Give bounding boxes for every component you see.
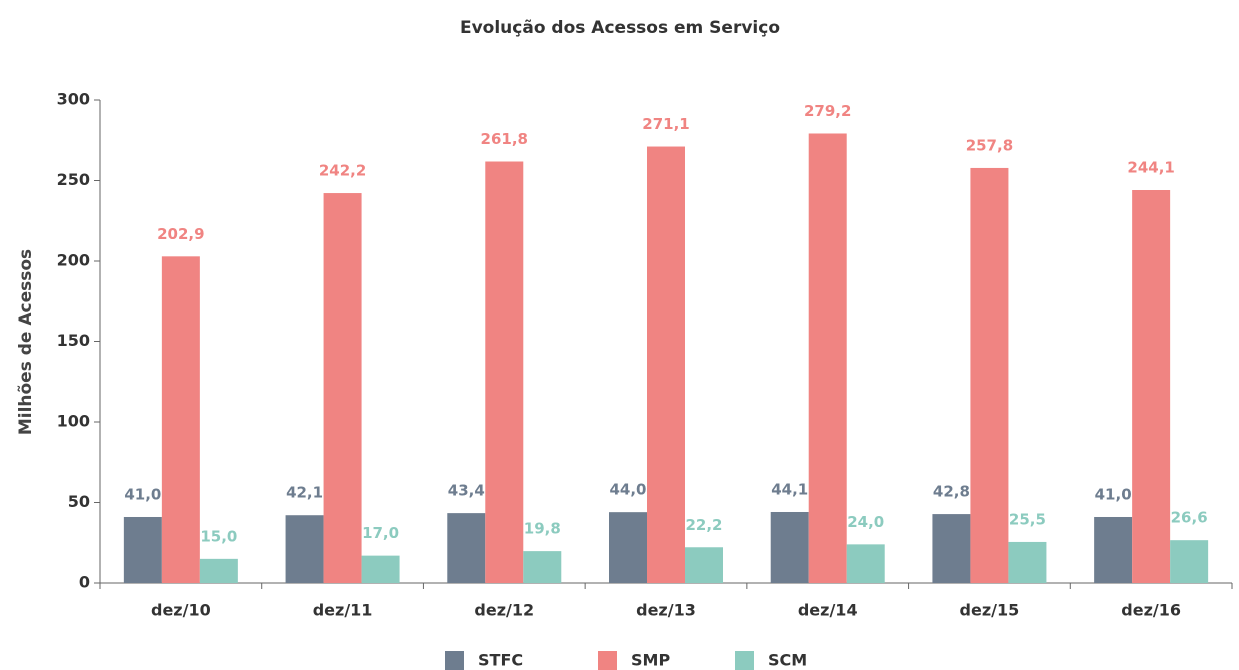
data-label: 22,2 [685,516,722,534]
y-tick-label: 150 [57,331,90,350]
y-tick-label: 0 [79,573,90,592]
bar [808,133,847,583]
data-label: 42,1 [286,484,323,502]
y-axis-label: Milhões de Acessos [16,249,36,435]
bar [323,193,362,584]
data-label: 24,0 [847,513,884,531]
data-label: 17,0 [362,524,399,542]
bar [285,515,324,583]
data-label: 26,6 [1171,509,1208,527]
data-label: 25,5 [1009,510,1046,528]
legend-swatch [598,651,617,670]
bar [485,161,524,583]
bar [361,555,400,583]
data-label: 41,0 [1095,485,1132,503]
bar [123,516,162,583]
bar [932,514,971,583]
data-label: 257,8 [966,136,1013,154]
y-tick-label: 200 [57,251,90,270]
x-tick-label: dez/16 [1121,601,1181,620]
legend-label: SMP [631,651,670,670]
data-label: 41,0 [124,485,161,503]
bar [523,551,562,583]
bar [1094,516,1133,583]
data-label: 244,1 [1127,158,1174,176]
bar [447,513,486,583]
y-tick-label: 100 [57,412,90,431]
bar [1008,541,1047,583]
data-label: 271,1 [642,115,689,133]
data-label: 279,2 [804,102,851,120]
bar [770,511,809,583]
x-tick-label: dez/11 [313,601,373,620]
data-label: 42,8 [933,483,970,501]
y-tick-label: 300 [57,90,90,109]
bar [1132,189,1171,583]
data-label: 44,1 [771,480,808,498]
x-tick-label: dez/15 [960,601,1020,620]
data-label: 44,0 [609,481,646,499]
legend-swatch [445,651,464,670]
y-tick-label: 50 [68,492,90,511]
data-label: 202,9 [157,225,204,243]
data-label: 15,0 [200,527,237,545]
legend-swatch [735,651,754,670]
data-label: 43,4 [448,482,485,500]
x-tick-label: dez/10 [151,601,211,620]
bar [1170,540,1209,583]
bar [609,512,647,583]
data-label: 242,2 [319,162,366,180]
legend-label: STFC [478,651,523,670]
chart-title: Evolução dos Acessos em Serviço [460,18,780,38]
x-tick-label: dez/14 [798,601,858,620]
bar [685,547,723,583]
x-tick-label: dez/12 [474,601,534,620]
bar [647,146,685,584]
data-label: 19,8 [524,520,561,538]
x-tick-label: dez/13 [636,601,696,620]
bar [199,558,238,583]
legend-label: SCM [768,651,807,670]
data-label: 261,8 [481,130,528,148]
bar [970,167,1009,583]
bar [161,256,200,583]
y-tick-label: 250 [57,170,90,189]
bar [846,544,885,583]
